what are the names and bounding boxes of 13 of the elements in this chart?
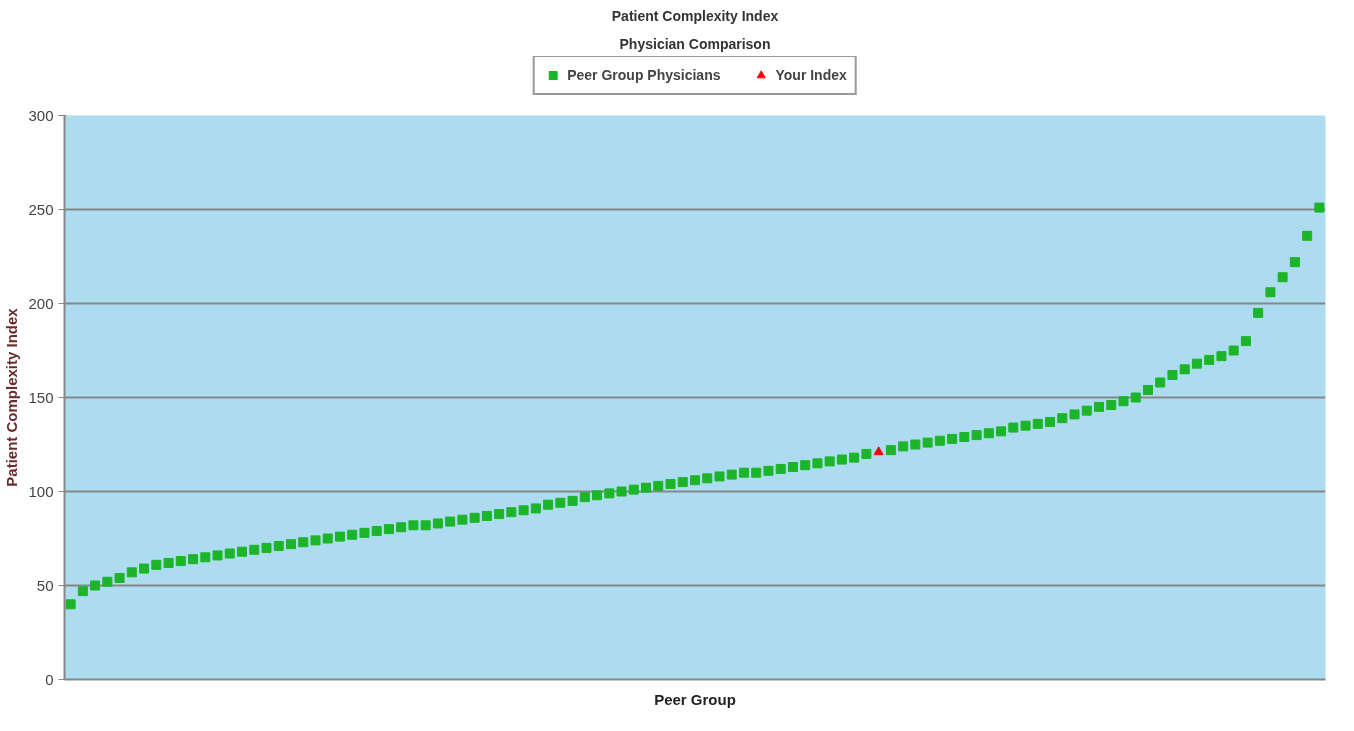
x-axis-title: Peer Group bbox=[654, 690, 736, 708]
chart-title: Patient Complexity Index bbox=[611, 7, 779, 24]
y-tick-label: 150 bbox=[28, 388, 54, 406]
chart-subtitle: Physician Comparison bbox=[619, 35, 771, 52]
y-tick-label: 50 bbox=[36, 576, 54, 594]
legend-label: Peer Group Physicians bbox=[567, 67, 721, 83]
y-tick-label: 100 bbox=[28, 482, 54, 500]
y-tick-label: 250 bbox=[28, 200, 54, 218]
y-axis-title: Patient Complexity Index bbox=[3, 307, 21, 487]
legend-label: Your Index bbox=[775, 67, 847, 83]
y-tick-label: 300 bbox=[28, 106, 54, 124]
y-tick-label: 200 bbox=[28, 294, 54, 312]
y-tick-label: 0 bbox=[45, 670, 54, 688]
